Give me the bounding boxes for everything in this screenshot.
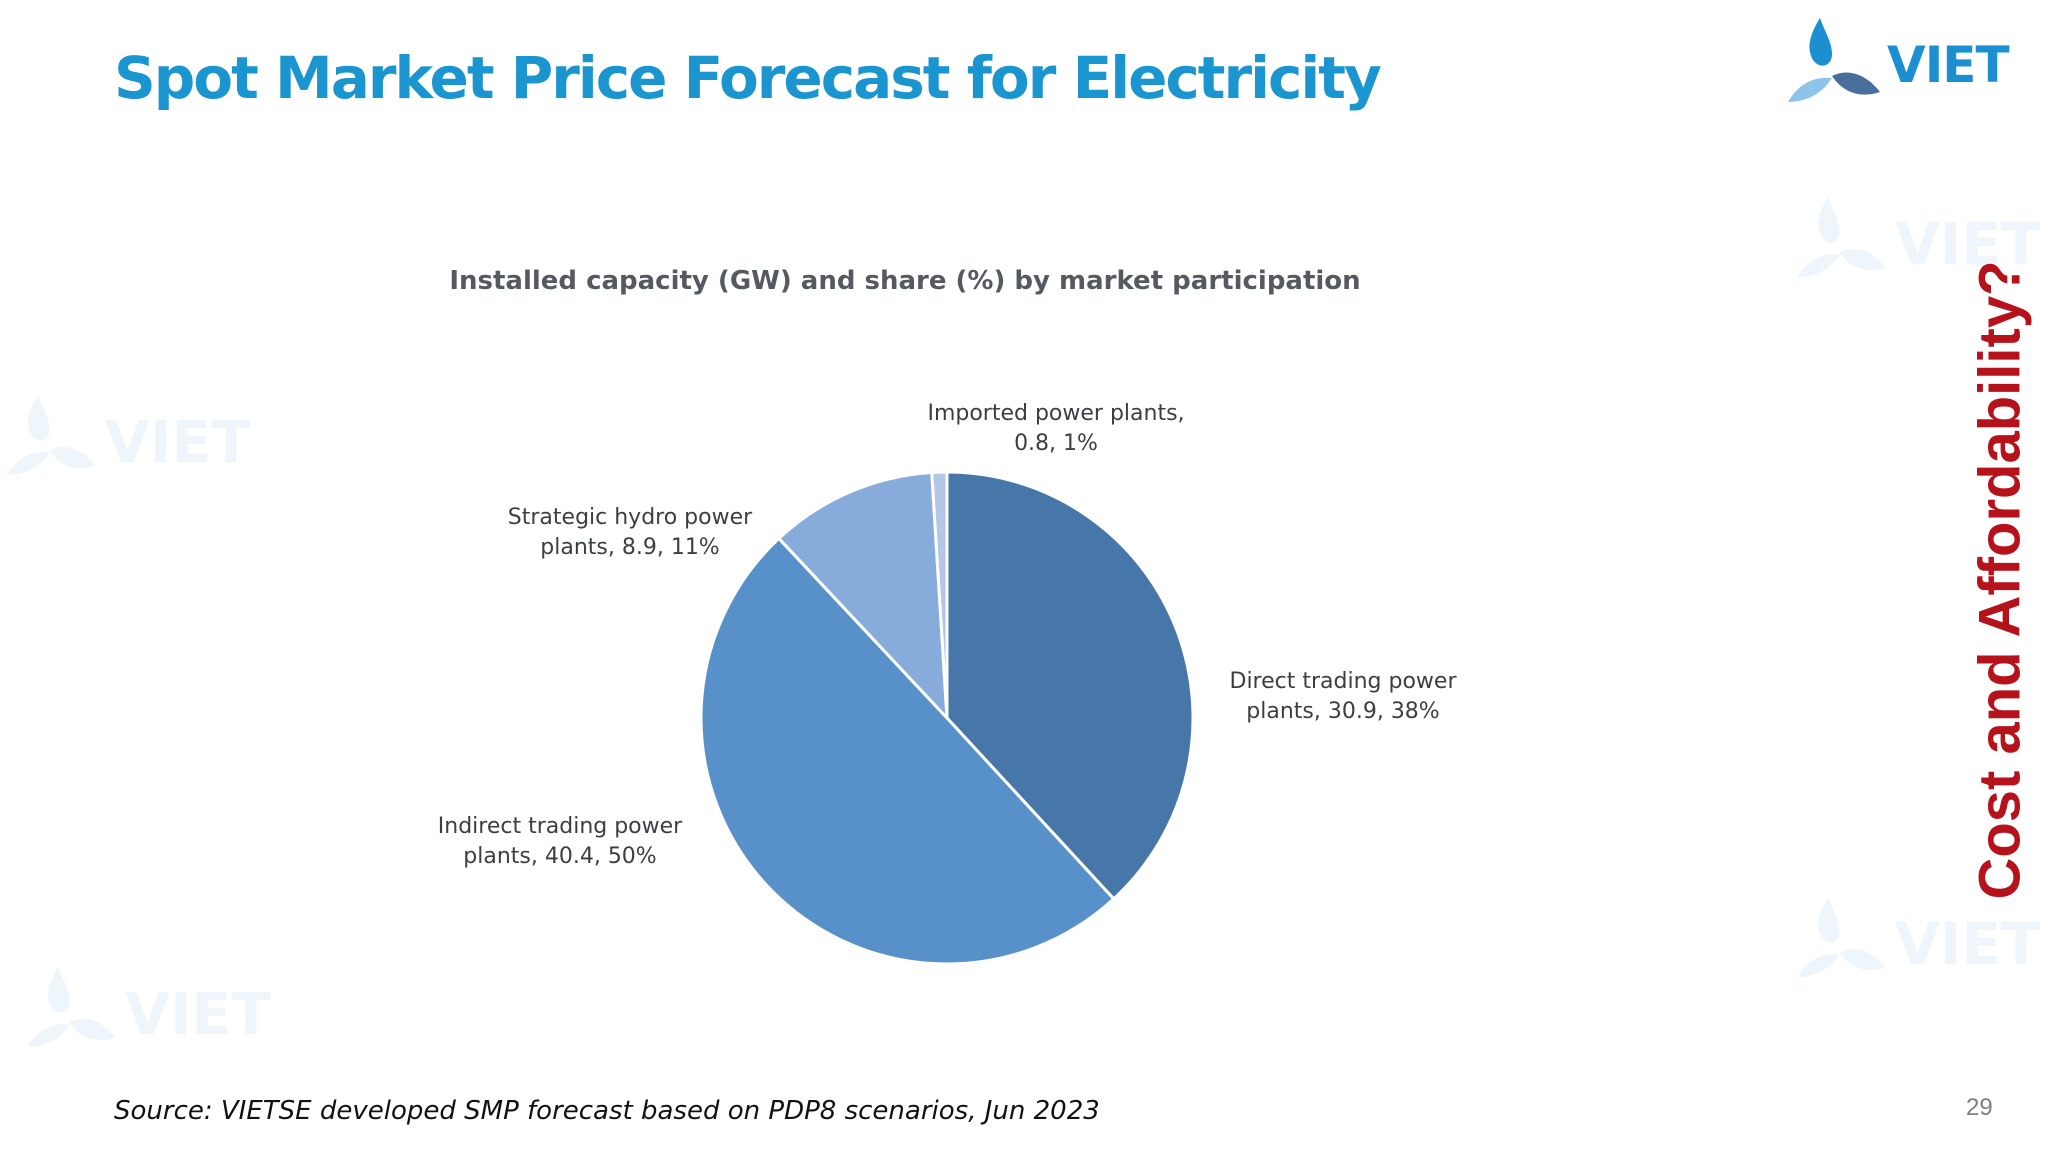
pie-slices [699, 470, 1195, 966]
data-label-direct-trading-power-plants: Direct trading power plants, 30.9, 38% [1230, 669, 1458, 724]
source-note: Source: VIETSE developed SMP forecast ba… [114, 1096, 1100, 1126]
watermark-logo: VIET [1790, 888, 2048, 998]
watermark-leaf-icon [1797, 196, 1886, 278]
watermark-leaf-icon [1797, 896, 1886, 978]
pie-labels: Direct trading power plants, 30.9, 38% Ind… [438, 401, 1458, 869]
watermark-text: VIET [1895, 210, 2041, 278]
watermark-logo: VIET [1790, 188, 2048, 298]
viet-logo: VIET [1780, 16, 2020, 106]
watermark-leaf-icon [27, 966, 116, 1048]
side-title: Cost and Affordability? [1967, 260, 2033, 900]
data-label-strategic-hydro-power-plants: Strategic hydro power plants, 8.9, 11% [508, 505, 753, 560]
data-label-imported-power-plants: Imported power plants, 0.8, 1% [927, 401, 1184, 456]
page-number: 29 [1966, 1094, 1993, 1121]
pie-slice-direct-trading-power-plants [945, 470, 1195, 901]
watermark-leaf-icon [7, 394, 96, 476]
chart-title: Installed capacity (GW) and share (%) by… [449, 266, 1361, 296]
pie-slice-indirect-trading-power-plants [699, 536, 1116, 966]
watermark-logo: VIET [20, 958, 280, 1068]
watermark-logo: VIET [0, 386, 260, 496]
logo-leaf-icon [1788, 18, 1880, 102]
pie-slice-imported-power-plants [930, 470, 949, 720]
slide-title: Spot Market Price Forecast for Electrici… [114, 44, 1382, 112]
pie-slice-strategic-hydro-power-plants [777, 470, 949, 720]
pie-chart: Direct trading power plants, 30.9, 38% Ind… [438, 401, 1458, 966]
watermark-text: VIET [125, 980, 271, 1048]
logo-text: VIET [1887, 36, 2010, 94]
data-label-indirect-trading-power-plants: Indirect trading power plants, 40.4, 50% [438, 814, 683, 869]
watermark-text: VIET [105, 408, 251, 476]
watermark-text: VIET [1895, 910, 2041, 978]
